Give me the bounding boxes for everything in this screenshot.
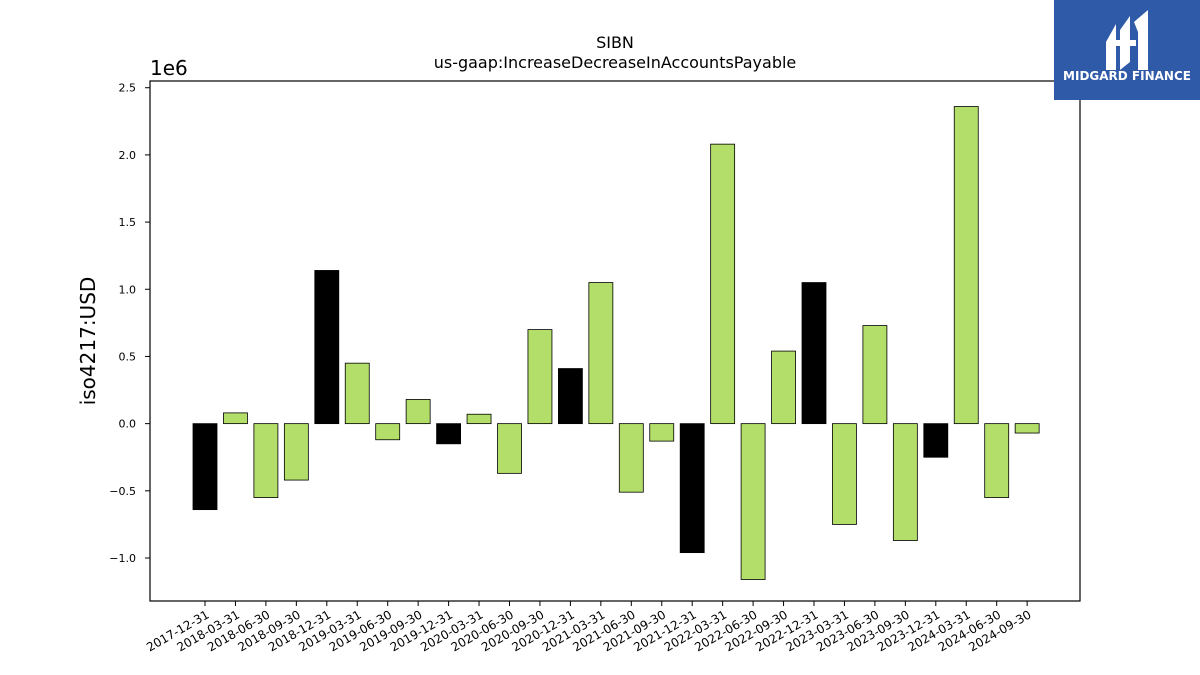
bar-2019-06-30	[375, 423, 401, 441]
y-tick-label: 1.0	[119, 283, 137, 296]
bar-2024-06-30	[984, 423, 1010, 498]
bar-2018-09-30	[283, 423, 309, 481]
bar-2018-12-31	[314, 270, 340, 425]
bar-2020-06-30	[497, 423, 522, 474]
bar-2023-06-30	[862, 325, 888, 425]
bar-2024-03-31	[953, 106, 979, 425]
y-tick-label: −1.0	[109, 552, 136, 565]
y-scale-label: 1e6	[150, 56, 188, 80]
bar-2018-06-30	[253, 423, 279, 498]
bar-2020-09-30	[527, 329, 553, 425]
y-axis-label: iso4217:USD	[76, 277, 100, 406]
chart-title: SIBN	[596, 33, 634, 52]
bar-2020-03-31	[466, 413, 492, 425]
bar-2023-03-31	[832, 423, 857, 525]
x-ticks-group: 2017-12-312018-03-312018-06-302018-09-30…	[144, 601, 1034, 654]
bar-2021-09-30	[649, 423, 675, 442]
bar-2018-03-31	[223, 412, 248, 425]
bar-2020-12-31	[558, 368, 583, 425]
bar-2019-12-31	[436, 423, 462, 445]
plot-frame	[149, 80, 1081, 602]
y-tick-label: 0.5	[119, 350, 137, 363]
y-tick-label: 2.5	[119, 82, 137, 95]
y-ticks-group: −1.0 −0.5 0.0 0.5 1.0 1.5 2.0 2.5	[109, 82, 150, 565]
bar-2019-09-30	[405, 399, 431, 425]
bar-2023-12-31	[923, 423, 949, 458]
bar-2017-12-31	[192, 423, 218, 511]
y-tick-label: 1.5	[119, 216, 137, 229]
y-tick-label: 0.0	[119, 418, 137, 431]
bar-2024-09-30	[1014, 423, 1040, 434]
bar-2021-12-31	[679, 423, 705, 554]
y-tick-label: 2.0	[119, 149, 137, 162]
bar-2023-09-30	[892, 423, 918, 541]
bars-group	[192, 106, 1040, 580]
bar-2019-03-31	[344, 362, 370, 425]
brand-logo: MIDGARD FINANCE	[1054, 0, 1200, 100]
bar-2022-09-30	[771, 350, 796, 425]
bar-2022-03-31	[710, 143, 736, 425]
bar-2022-06-30	[740, 423, 766, 580]
logo-text: MIDGARD FINANCE	[1063, 69, 1191, 83]
bar-2021-06-30	[618, 423, 644, 493]
bar-2022-12-31	[801, 282, 827, 425]
chart-subtitle: us-gaap:IncreaseDecreaseInAccountsPayabl…	[434, 53, 797, 72]
midgard-logo-icon	[1106, 10, 1148, 70]
bar-2021-03-31	[588, 282, 614, 425]
y-tick-label: −0.5	[109, 485, 136, 498]
